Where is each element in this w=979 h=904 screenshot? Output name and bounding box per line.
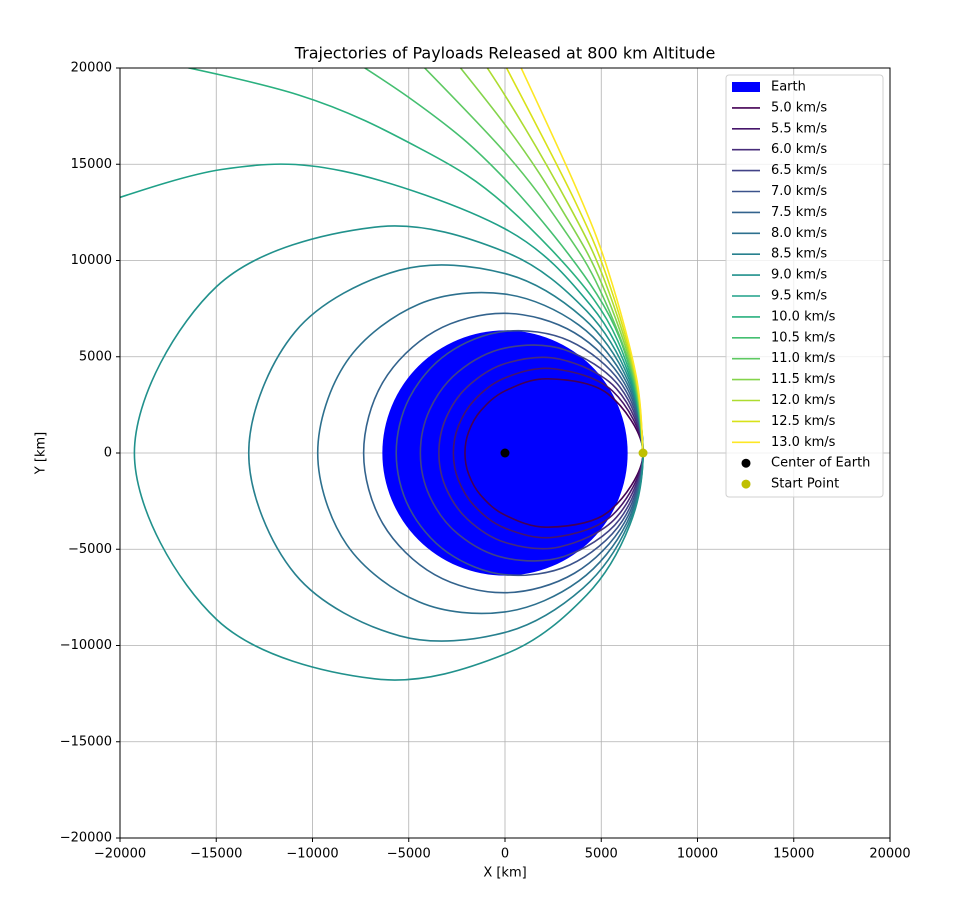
legend-label: 6.5 km/s <box>771 163 827 178</box>
legend-label: 9.5 km/s <box>771 289 827 304</box>
point-marker <box>500 448 510 458</box>
trajectory <box>185 68 644 454</box>
trajectory <box>247 264 644 642</box>
legend-label: 9.0 km/s <box>771 268 827 283</box>
trajectory <box>423 68 644 454</box>
legend-label: Start Point <box>771 477 839 492</box>
legend-label: 5.0 km/s <box>771 100 827 115</box>
legend-label: 6.0 km/s <box>771 142 827 157</box>
legend-label: Earth <box>771 80 806 95</box>
y-tick-label: 0 <box>104 446 112 461</box>
legend-marker <box>741 458 751 468</box>
x-tick-label: 0 <box>501 847 509 862</box>
chart-title: Trajectories of Payloads Released at 800… <box>294 44 716 63</box>
trajectory <box>316 291 644 615</box>
legend-label: 10.5 km/s <box>771 330 836 345</box>
trajectory <box>452 367 644 539</box>
trajectory <box>419 344 644 562</box>
trajectory <box>362 312 644 594</box>
legend-label: 12.5 km/s <box>771 414 836 429</box>
x-tick-label: −10000 <box>286 847 338 862</box>
y-tick-label: 5000 <box>79 349 112 364</box>
y-tick-label: −15000 <box>60 734 112 749</box>
y-tick-label: 20000 <box>71 61 112 76</box>
trajectory <box>464 378 644 528</box>
trajectory <box>395 329 644 577</box>
trajectory <box>363 68 644 454</box>
legend-label: 7.0 km/s <box>771 184 827 199</box>
legend-label: 8.5 km/s <box>771 247 827 262</box>
x-tick-label: 10000 <box>677 847 718 862</box>
legend-label: 10.0 km/s <box>771 309 836 324</box>
x-tick-label: −20000 <box>94 847 146 862</box>
trajectory <box>133 225 644 681</box>
x-tick-label: −15000 <box>190 847 242 862</box>
x-tick-label: 15000 <box>773 847 814 862</box>
y-tick-label: 10000 <box>71 253 112 268</box>
trajectory <box>438 356 644 550</box>
point-marker <box>638 448 648 458</box>
y-tick-label: 15000 <box>71 157 112 172</box>
legend-marker <box>741 479 751 489</box>
x-tick-label: −5000 <box>387 847 431 862</box>
legend-label: Center of Earth <box>771 456 870 471</box>
legend-label: 11.0 km/s <box>771 351 836 366</box>
y-tick-label: −10000 <box>60 638 112 653</box>
tick-layer: −20000 −15000 −10000 −5000 0 5000 10000 15000 20… <box>60 61 911 862</box>
legend-swatch <box>732 82 760 92</box>
legend: Earth 5.0 km/s 5.5 km/s 6.0 km/s 6.5 km/s 7.0… <box>725 74 884 498</box>
trajectory <box>120 163 644 454</box>
legend-label: 7.5 km/s <box>771 205 827 220</box>
x-axis-label: X [km] <box>483 866 526 881</box>
plot-area <box>120 68 648 681</box>
legend-label: 5.5 km/s <box>771 121 827 136</box>
x-tick-label: 5000 <box>585 847 618 862</box>
y-axis-label: Y [km] <box>34 432 49 475</box>
legend-label: 13.0 km/s <box>771 435 836 450</box>
y-tick-label: −5000 <box>68 542 112 557</box>
legend-label: 8.0 km/s <box>771 226 827 241</box>
trajectory <box>520 68 644 454</box>
legend-label: 12.0 km/s <box>771 393 836 408</box>
legend-label: 11.5 km/s <box>771 372 836 387</box>
y-tick-label: −20000 <box>60 831 112 846</box>
legend-frame <box>725 74 884 498</box>
x-tick-label: 20000 <box>869 847 910 862</box>
